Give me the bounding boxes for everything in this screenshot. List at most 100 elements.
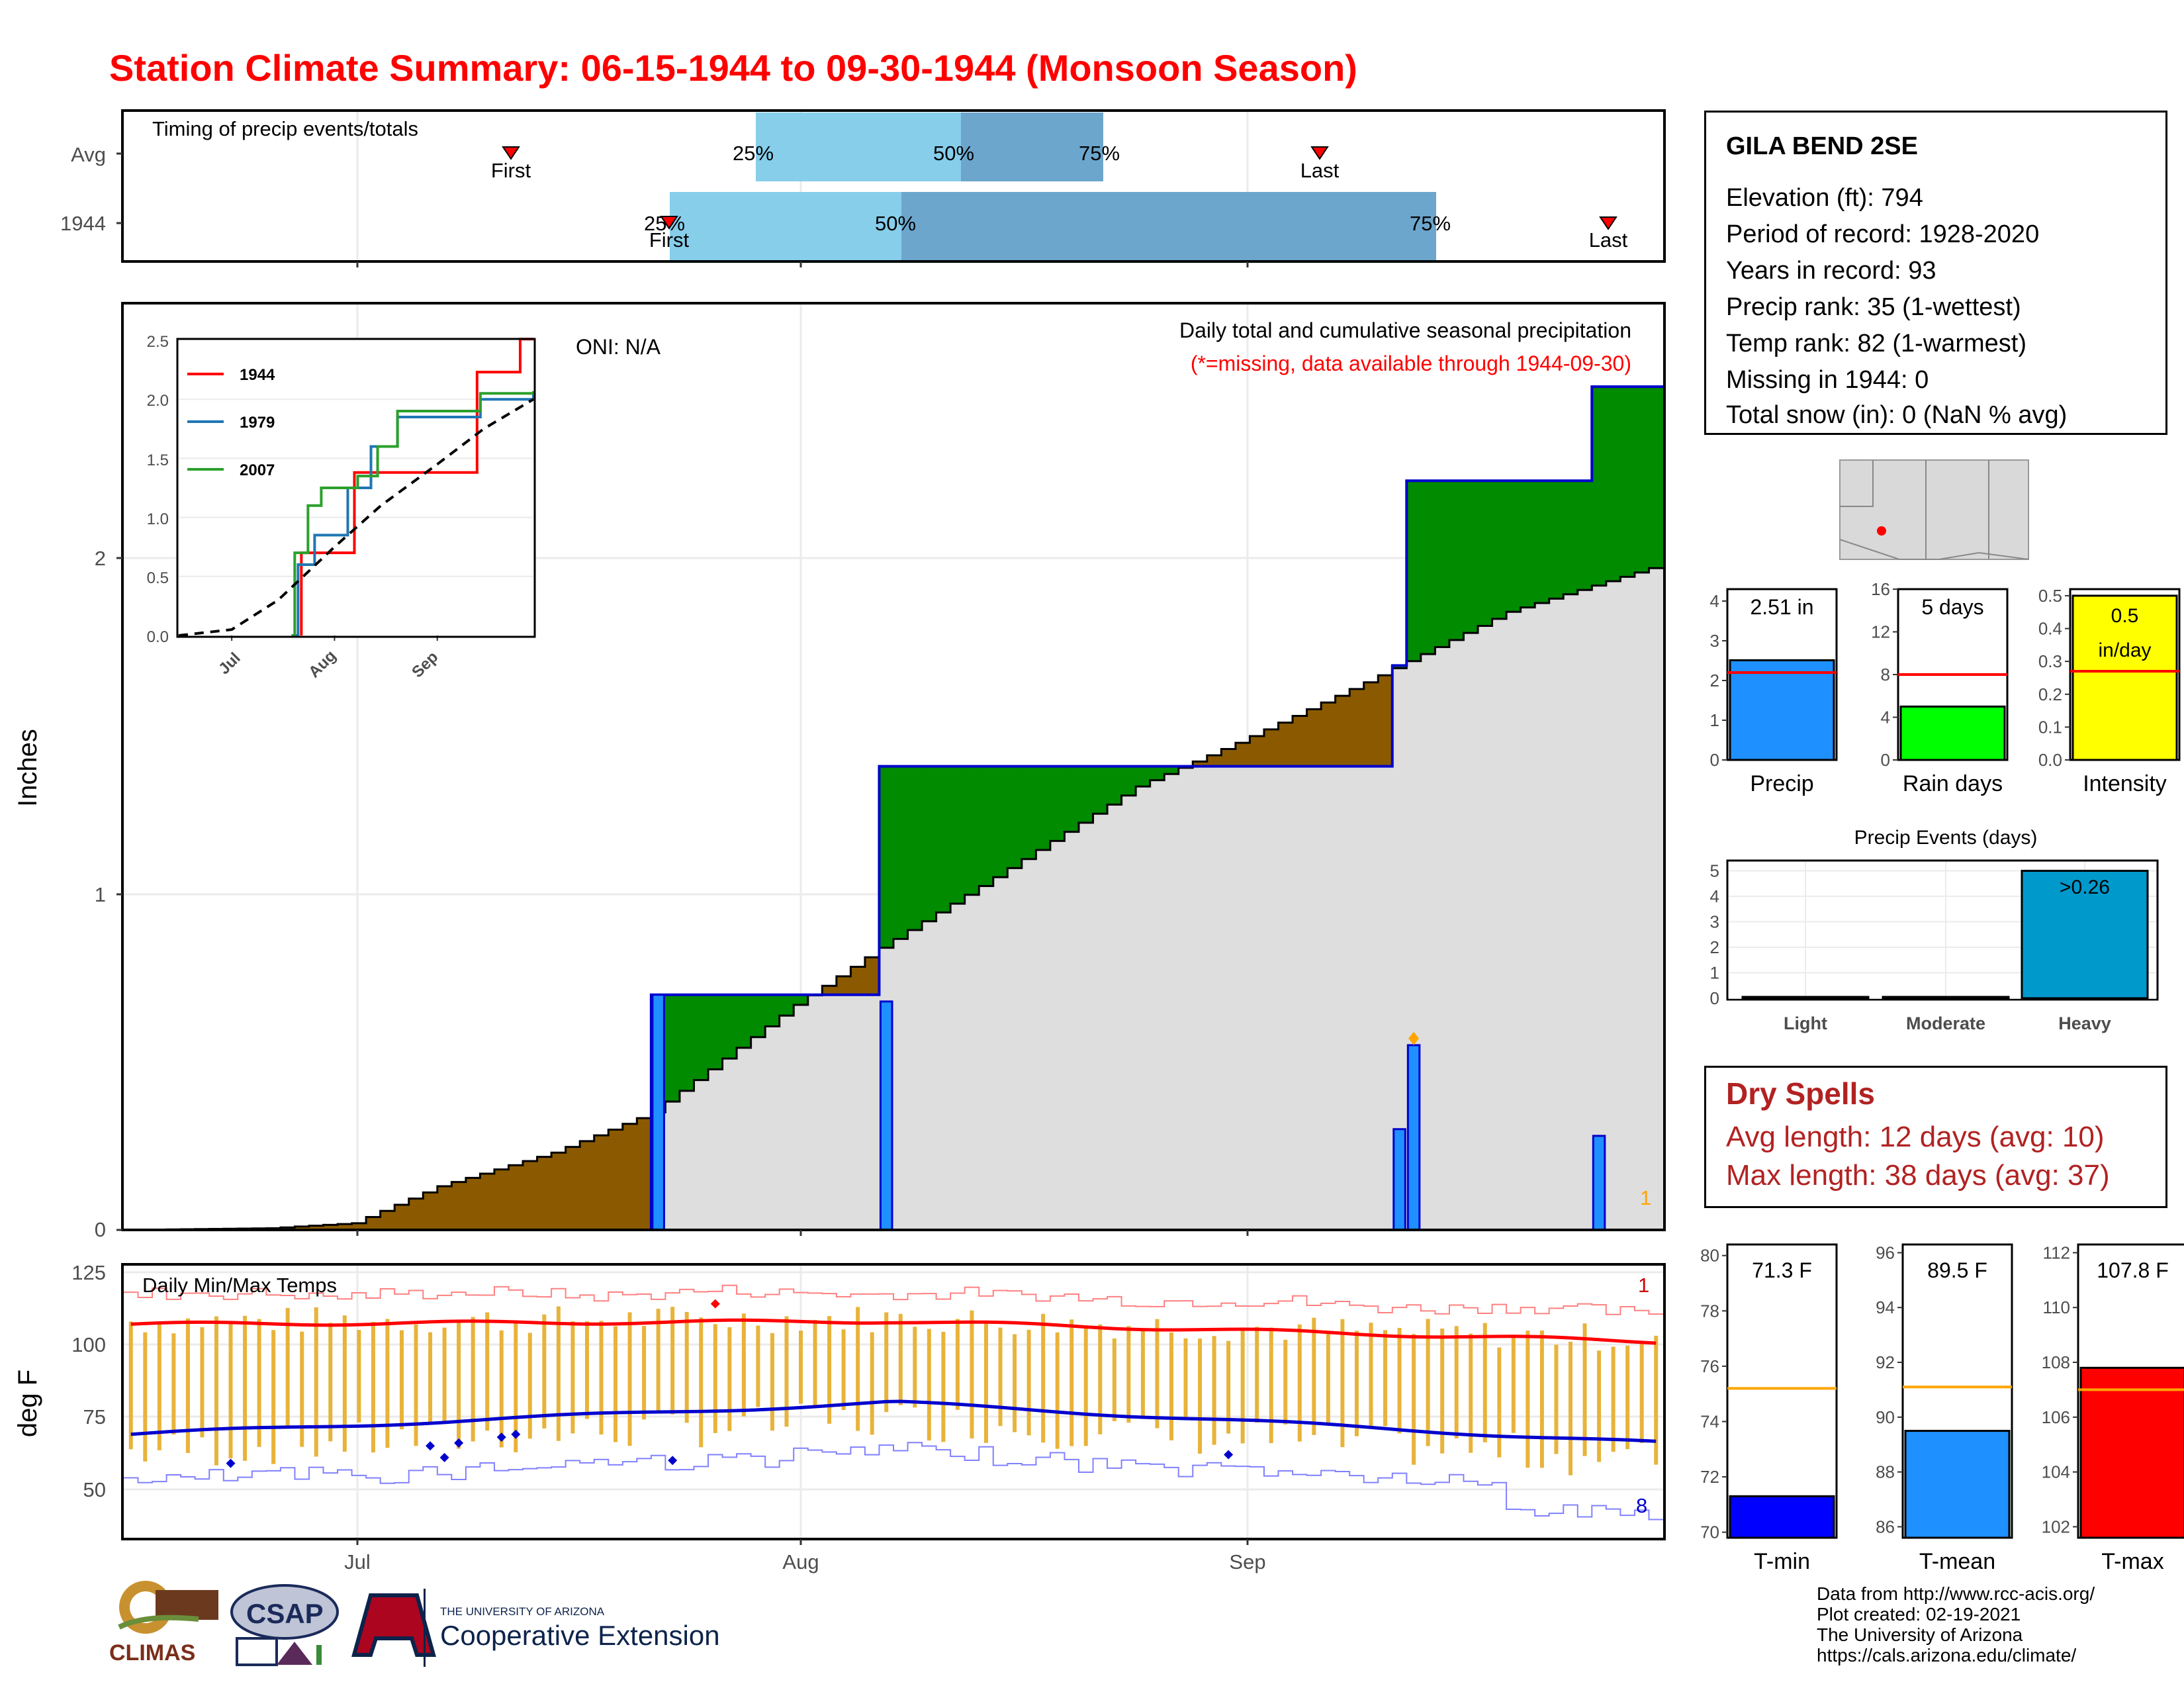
deficit-segment [1221,749,1236,767]
mini-bar-ytick: 4 [1710,591,1719,611]
mini-bar-ytick: 1 [1710,710,1719,730]
deficit-segment [850,966,866,995]
temps-ytick-100: 100 [71,1333,106,1356]
temp-bar-ytick: 76 [1700,1356,1719,1376]
temp-bar-value-label: 107.8 F [2097,1258,2169,1282]
daily-temp-range-bar [1198,1338,1203,1454]
deficit-segment [1293,716,1308,767]
mini-bar-label: Rain days [1903,771,2003,796]
deficit-segment [480,1173,495,1230]
deficit-segment [380,1211,395,1230]
surplus-segment [1435,481,1450,647]
daily-temp-range-bar [884,1312,889,1413]
daily-temp-range-bar [1412,1334,1416,1465]
daily-temp-range-bar [1511,1335,1516,1433]
mini-bar-ytick: 0.0 [2038,750,2062,770]
surplus-segment [1150,766,1165,780]
station-info-box: GILA BEND 2SE Elevation (ft): 794 Period… [1704,111,2167,435]
record-low-marker [668,1456,678,1466]
deficit-segment [408,1198,424,1230]
deficit-segment [494,1169,510,1230]
timing-avg-first-marker [502,146,520,160]
dry-spells-title: Dry Spells [1726,1076,1875,1111]
mini-bar-value-label: 2.51 in [1750,595,1813,619]
temp-bar-ytick: 74 [1700,1411,1719,1431]
daily-temp-range-bar [599,1321,604,1435]
surplus-segment [1078,766,1094,823]
timing-1944-last-label: Last [1589,228,1628,252]
timing-1944-first-label: First [649,228,690,252]
surplus-segment [979,766,994,886]
daily-temp-range-bar [1525,1331,1530,1468]
events-plot-area: 0 1 2 3 4 5 [1710,861,2156,1008]
timing-avg-label: Avg [71,143,106,166]
daily-temp-range-bar [556,1306,561,1441]
temp-bar-value [2079,1366,2184,1539]
precip-plot-area [124,385,1664,1231]
daily-precip-bar [651,994,665,1231]
average-max-line [130,1318,1657,1345]
surplus-segment [1406,481,1422,661]
temps-xtick-sep: Sep [1229,1550,1265,1573]
daily-temp-range-bar [471,1317,475,1442]
timing-avg-q25: 25% [733,142,774,165]
surplus-segment [993,766,1008,878]
timing-title: Timing of precip events/totals [152,117,418,140]
surplus-segment [751,994,766,1037]
surplus-segment [1064,766,1079,832]
cumulative-min-area [124,568,1663,1230]
daily-temp-range-bar [983,1321,988,1443]
deficit-segment [836,976,851,995]
events-bar [2021,869,2149,1000]
mini-bar-ytick: 16 [1871,579,1890,599]
surplus-segment [1050,766,1066,841]
daily-temp-range-bar [627,1312,632,1446]
daily-temp-range-bar [1212,1336,1216,1445]
daily-temp-range-bar [328,1323,333,1442]
average-min-line [130,1399,1657,1443]
daily-temp-range-bar [699,1317,704,1448]
university-of-arizona-logo: THE UNIVERSITY OF ARIZONA Cooperative Ex… [351,1589,720,1667]
daily-temp-range-bar [143,1332,148,1462]
daily-temp-range-bar [570,1321,575,1434]
temp-bar-value [1729,1495,1835,1539]
record-low-marker [426,1441,435,1451]
surplus-segment [1420,481,1436,655]
deficit-segment [437,1186,452,1230]
temps-xtick-jul: Jul [344,1550,371,1573]
daily-temp-range-bar [1140,1329,1145,1416]
events-cat-light: Light [1784,1013,1827,1033]
surplus-segment [1107,766,1122,805]
timing-avg-q50-q75-bar [961,113,1103,181]
surplus-segment [1392,665,1407,669]
temp-bar-ytick: 88 [1876,1462,1895,1482]
daily-temp-range-bar [1497,1347,1502,1458]
daily-temp-range-bar [214,1316,218,1466]
temp-bar-ytick: 104 [2042,1462,2070,1482]
daily-temp-range-bar [128,1321,133,1450]
surplus-segment [1121,766,1136,796]
page-title: Station Climate Summary: 06-15-1944 to 0… [109,47,1357,89]
daily-temp-range-bar [827,1316,832,1424]
inset-frame [176,338,536,638]
daily-temp-range-bar [941,1331,946,1442]
precip-panel-border [121,302,1666,1231]
station-period: Period of record: 1928-2020 [1726,220,2040,248]
mini-bar-ytick: 2 [1710,671,1719,690]
surplus-segment [1136,766,1151,787]
inset-ytick-1: 0.5 [147,569,169,587]
daily-temp-range-bar [1169,1332,1173,1440]
footer-university: The University of Arizona [1817,1624,2023,1645]
surplus-segment [1592,387,1607,586]
daily-temp-range-bar [342,1315,347,1452]
surplus-segment [665,994,680,1102]
inset-series-average [178,398,535,637]
average-cumulative-line [124,567,1663,1231]
daily-temp-range-bar [1283,1339,1288,1425]
inset-legend-2007: 2007 [240,461,275,479]
events-cat-moderate: Moderate [1906,1013,1985,1033]
daily-temp-range-bar [684,1311,689,1423]
daily-temp-range-bar [1611,1346,1615,1452]
precip-ytick-2: 2 [95,547,106,570]
